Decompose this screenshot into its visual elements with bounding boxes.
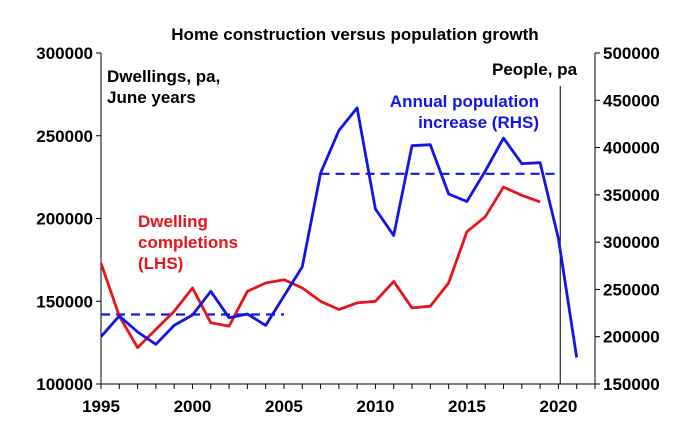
tick-labels: 100000 150000 200000 250000 300000 150000 2000… (36, 44, 659, 416)
red-series-label-line-3: (LHS) (138, 254, 183, 273)
left-axis-label-line-1: Dwellings, pa, (107, 67, 220, 86)
left-axis-label: Dwellings, pa, June years (107, 67, 220, 107)
red-series-label-line-1: Dwelling (138, 212, 208, 231)
right-tick-label: 400000 (603, 139, 660, 158)
blue-series-label-line-1: Annual population (390, 92, 539, 111)
right-tick-label: 450000 (603, 91, 660, 110)
right-tick-label: 150000 (603, 375, 660, 394)
right-tick-label: 200000 (603, 328, 660, 347)
x-tick-label: 2005 (265, 397, 303, 416)
right-tick-label: 250000 (603, 280, 660, 299)
x-tick-label: 2010 (357, 397, 395, 416)
x-tick-label: 2020 (539, 397, 577, 416)
right-tick-label: 500000 (603, 44, 660, 63)
right-tick-label: 350000 (603, 186, 660, 205)
left-tick-label: 300000 (36, 44, 93, 63)
x-tick-label: 2015 (448, 397, 486, 416)
chart-title: Home construction versus population grow… (171, 25, 538, 44)
x-tick-label: 2000 (174, 397, 212, 416)
population-increase-line (99, 106, 579, 358)
left-tick-label: 200000 (36, 210, 93, 229)
red-series-label-line-2: completions (138, 233, 238, 252)
left-axis-label-line-2: June years (107, 88, 196, 107)
left-tick-label: 150000 (36, 292, 93, 311)
blue-series-label: Annual population increase (RHS) (390, 92, 539, 132)
axes (96, 52, 600, 389)
right-tick-label: 300000 (603, 233, 660, 252)
x-tick-label: 1995 (82, 397, 120, 416)
series-lines (99, 106, 579, 358)
right-axis-label: People, pa (492, 60, 578, 79)
blue-series-label-line-2: increase (RHS) (418, 113, 539, 132)
left-tick-label: 100000 (36, 375, 93, 394)
red-series-label: Dwelling completions (LHS) (138, 212, 238, 273)
left-tick-label: 250000 (36, 127, 93, 146)
dwelling-completions-line (99, 185, 541, 350)
